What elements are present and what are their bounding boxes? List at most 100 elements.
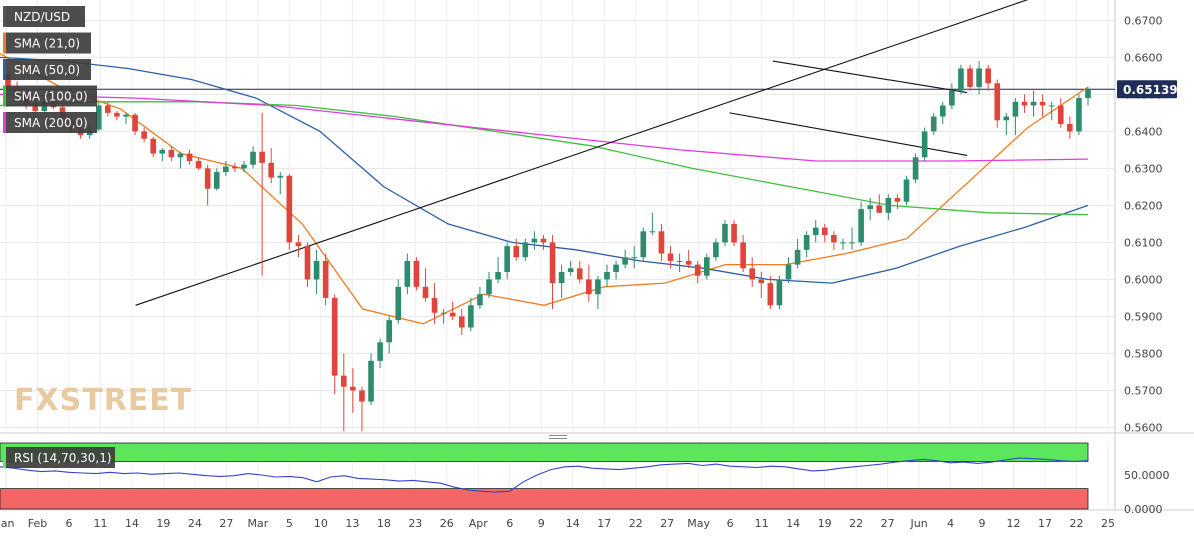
candle-body [486,279,492,295]
legend-item[interactable]: SMA (21,0) [3,32,91,54]
candle-body [549,242,556,284]
rsi-overbought-zone [0,442,1089,462]
candle [831,231,837,250]
candle [150,136,157,158]
candle [213,168,220,191]
candle [431,283,438,324]
legend-label: SMA (200,0) [14,116,88,130]
candle [840,238,846,250]
candle [794,238,801,269]
candle [350,368,356,413]
candle [558,264,565,298]
candle-body [794,249,801,265]
candle [649,212,656,236]
rsi-legend-box[interactable] [3,447,115,468]
panel-resize-handle[interactable] [549,435,567,436]
candle [195,157,202,171]
candle [268,148,275,184]
rising-trendline [135,0,1029,306]
candle [767,275,774,310]
legend-box[interactable] [3,59,91,80]
candle [658,223,665,261]
y-tick-label: 0.6300 [1124,162,1163,175]
candle [531,231,538,250]
x-tick-label: 22 [629,517,643,530]
y-tick-label: 0.6200 [1124,199,1163,212]
x-tick-label: 19 [818,517,832,530]
candle [894,194,901,210]
candle-body [994,83,1001,121]
legend-box[interactable] [3,112,97,133]
candle [359,386,365,432]
candle-body [395,286,402,321]
candle-body [114,112,120,117]
candle-body [685,260,692,265]
x-tick-label: 27 [219,517,233,530]
candle [486,272,492,298]
x-tick-label: 11 [93,517,107,530]
candle [776,275,783,310]
rsi-oversold-zone [0,488,1089,510]
candle-body [350,386,356,391]
candle-body [985,68,991,84]
legend-label: NZD/USD [14,10,70,24]
candle-body [704,257,710,276]
candle [740,235,746,273]
x-tick-label: 27 [660,517,674,530]
candle [631,246,638,269]
candle [640,227,647,261]
candle [586,264,592,302]
candle [241,160,247,173]
candle-body [849,242,855,244]
candle [159,148,166,161]
x-tick-label: Mar [248,517,269,530]
rsi-legend-swatch [3,447,6,468]
y-tick-label: 0.6700 [1124,14,1163,27]
candle [1085,86,1091,106]
legend-item[interactable]: SMA (100,0) [3,85,97,107]
legend-item[interactable]: NZD/USD [3,6,85,27]
x-tick-label: 27 [881,517,895,530]
candle-body [186,153,193,161]
candle-body [313,260,320,280]
candle-body [540,238,547,243]
legend-box[interactable] [3,6,85,27]
candle-body [731,223,737,243]
candle [404,253,411,295]
candle-body [223,166,229,173]
candle [903,175,910,206]
x-tick-label: 24 [188,517,202,530]
candle-body [694,264,701,276]
candle [495,257,501,284]
candle-body [195,160,202,169]
candle [368,353,374,406]
y-tick-label: 0.6400 [1124,125,1163,138]
candle [867,197,873,221]
candle [522,238,529,261]
candle [259,112,265,276]
candle-body [649,231,656,233]
candle-body [595,279,601,295]
candle [912,153,919,184]
candle [322,253,329,306]
legend-box[interactable] [3,85,97,107]
legend-item[interactable]: SMA (200,0) [3,112,97,133]
x-tick-label: 9 [538,517,545,530]
legend-swatch [3,59,6,80]
y-tick-label: 0.6000 [1124,273,1163,286]
legend-box[interactable] [3,32,91,54]
rsi-y-tick-label: 0.0000 [1124,503,1163,516]
x-tick-label: 14 [125,517,139,530]
legend-label: SMA (50,0) [14,63,80,77]
candle-body [150,138,157,154]
candle-body [123,114,129,117]
candle [386,316,392,354]
candle-body [386,320,392,343]
x-tick-label: 11 [755,517,769,530]
panel-resize-handle-2[interactable] [549,438,567,439]
rsi-legend[interactable]: RSI (14,70,30,1) [3,447,115,468]
candle [250,146,256,169]
candle-body [404,260,411,287]
candle-body [522,242,529,258]
legend-item[interactable]: SMA (50,0) [3,59,91,80]
